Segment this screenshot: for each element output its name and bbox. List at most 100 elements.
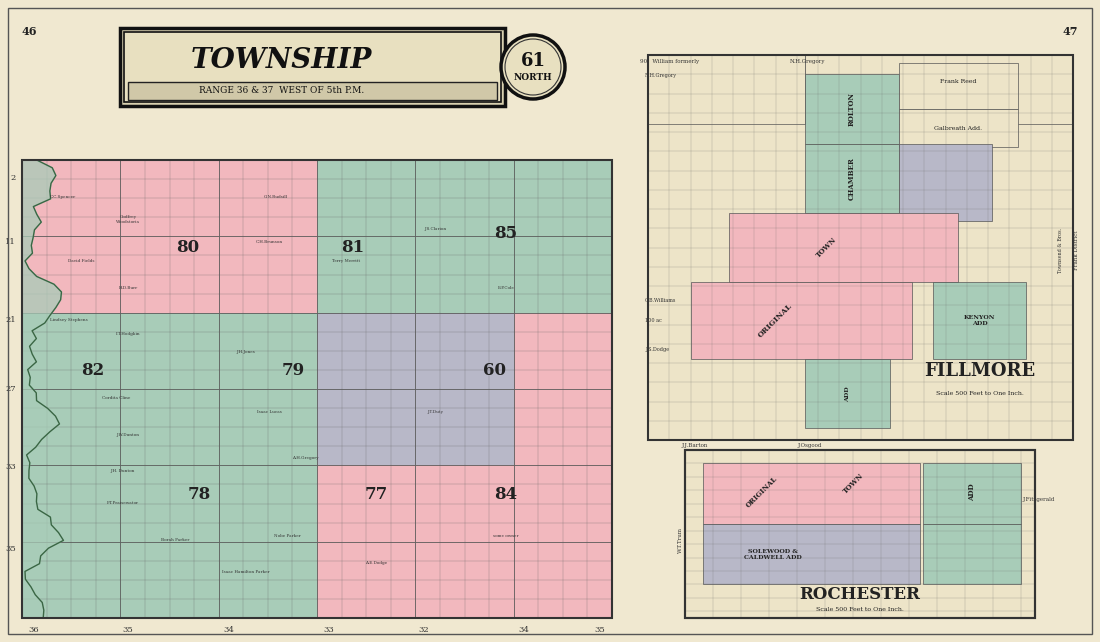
Bar [317, 542, 416, 618]
Text: Frank District: Frank District [1074, 230, 1078, 270]
Text: 60: 60 [483, 362, 506, 379]
Text: 11: 11 [6, 238, 16, 247]
Text: 46: 46 [22, 26, 37, 37]
Text: Nobe Parker: Nobe Parker [274, 534, 301, 537]
Text: 36: 36 [29, 626, 40, 634]
Bar [691, 282, 912, 359]
Bar [416, 542, 514, 618]
Bar [22, 313, 120, 389]
Text: H.D.Burr: H.D.Burr [119, 286, 138, 290]
Text: 81: 81 [341, 239, 364, 256]
Text: Terry Merritt: Terry Merritt [332, 259, 361, 263]
Bar [703, 524, 920, 584]
Bar [120, 465, 219, 542]
Text: Scale 500 Feet to One Inch.: Scale 500 Feet to One Inch. [816, 607, 904, 612]
Bar [514, 313, 612, 389]
Bar [317, 313, 416, 389]
Bar [805, 144, 899, 213]
Text: ROLTON: ROLTON [848, 92, 856, 126]
Bar [120, 28, 505, 106]
Text: J.S.Dodge: J.S.Dodge [645, 347, 669, 352]
Text: 21: 21 [6, 317, 16, 324]
Bar [22, 465, 120, 542]
Text: Townsend & Bros.: Townsend & Bros. [1057, 227, 1063, 273]
Text: Scale 500 Feet to One Inch.: Scale 500 Feet to One Inch. [936, 392, 1023, 396]
Bar [120, 236, 219, 313]
Text: 33: 33 [323, 626, 334, 634]
Text: Galbreath Add.: Galbreath Add. [934, 126, 982, 131]
Text: 27: 27 [6, 385, 16, 393]
Bar [22, 160, 120, 236]
Text: Godfrey
Woodstoria: Godfrey Woodstoria [117, 215, 140, 224]
Text: 79: 79 [282, 362, 305, 379]
Bar [923, 464, 1021, 524]
Bar [317, 236, 416, 313]
Text: N.H.Gregory: N.H.Gregory [790, 60, 825, 64]
Text: 32: 32 [418, 626, 429, 634]
Text: J.S.Clarion: J.S.Clarion [424, 227, 447, 230]
Bar [124, 32, 501, 102]
Bar [120, 160, 219, 236]
Bar [22, 389, 120, 465]
Text: 61: 61 [520, 52, 546, 70]
Bar [805, 55, 1072, 125]
Text: 33: 33 [6, 463, 16, 471]
Text: 35: 35 [123, 626, 133, 634]
Text: NORTH: NORTH [514, 73, 552, 82]
Text: J.W.Dunton: J.W.Dunton [117, 433, 140, 437]
Bar [685, 450, 1035, 618]
Text: Borah Parker: Borah Parker [162, 538, 189, 542]
Text: 82: 82 [81, 362, 104, 379]
Bar [728, 213, 958, 282]
Bar [416, 313, 514, 389]
Text: 85: 85 [494, 225, 517, 242]
Polygon shape [22, 160, 64, 618]
Bar [219, 160, 317, 236]
Text: N.H.Gregory: N.H.Gregory [645, 73, 676, 78]
Text: ORIGINAL: ORIGINAL [757, 302, 794, 340]
Text: G.N.Rudsill: G.N.Rudsill [264, 195, 288, 198]
Text: David Fields: David Fields [68, 259, 95, 263]
Bar [648, 55, 1072, 440]
Text: J.H. Dunton: J.H. Dunton [110, 469, 134, 473]
Text: 84: 84 [494, 486, 517, 503]
Bar [22, 160, 612, 618]
Text: Isaac Hamilton Parker: Isaac Hamilton Parker [222, 570, 270, 574]
Bar [416, 160, 514, 236]
Bar [514, 465, 612, 542]
Text: A.E.Dodge: A.E.Dodge [365, 561, 387, 565]
Text: 80: 80 [176, 239, 199, 256]
Text: CHAMBER: CHAMBER [848, 157, 856, 200]
Bar [648, 55, 1072, 440]
Text: KENYON
ADD: KENYON ADD [964, 315, 996, 326]
Bar [648, 55, 1072, 115]
Text: J.Fitzgerald: J.Fitzgerald [1023, 498, 1055, 503]
Bar [805, 74, 899, 144]
Text: C.H.Brunson: C.H.Brunson [256, 241, 284, 245]
Text: J.T.Duty: J.T.Duty [427, 410, 443, 414]
Bar [120, 389, 219, 465]
Bar [899, 63, 1018, 109]
Bar [317, 160, 416, 236]
Text: SOLEWOOD &
CALDWELL ADD: SOLEWOOD & CALDWELL ADD [744, 549, 802, 560]
Text: Isaac Lucas: Isaac Lucas [257, 410, 283, 414]
Text: E.P.Cole: E.P.Cole [497, 286, 514, 290]
Text: J.Osgood: J.Osgood [798, 442, 822, 447]
Bar [703, 464, 920, 524]
Text: C.B.Williams: C.B.Williams [645, 297, 676, 302]
Bar [514, 236, 612, 313]
Bar [219, 313, 317, 389]
Bar [219, 236, 317, 313]
Text: J.J.Barton: J.J.Barton [682, 442, 708, 447]
Text: ROCHESTER: ROCHESTER [800, 586, 921, 603]
Text: FILLMORE: FILLMORE [924, 361, 1035, 379]
Text: Frank Reed: Frank Reed [940, 80, 977, 85]
Bar [648, 55, 805, 125]
Text: A.H.Gregory: A.H.Gregory [292, 456, 319, 460]
Text: TOWNSHIP: TOWNSHIP [191, 48, 373, 74]
Bar [317, 465, 416, 542]
Bar [120, 542, 219, 618]
Text: RANGE 36 & 37  WEST OF 5th P.M.: RANGE 36 & 37 WEST OF 5th P.M. [199, 86, 364, 95]
Text: Lindsey Stephens: Lindsey Stephens [51, 318, 88, 322]
Text: 35: 35 [6, 545, 16, 553]
